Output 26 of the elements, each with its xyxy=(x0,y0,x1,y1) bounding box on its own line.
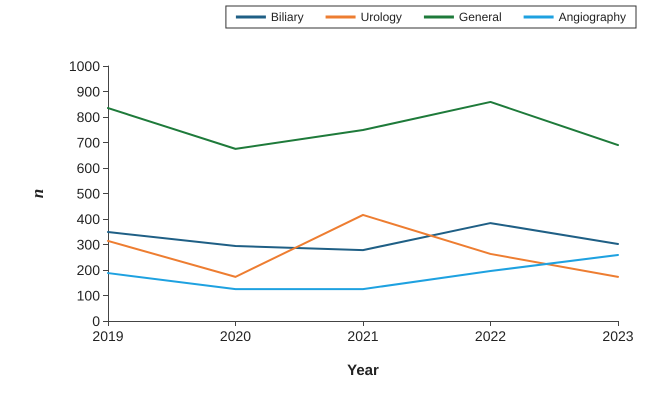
x-tick-label: 2020 xyxy=(220,328,252,344)
y-tick-label: 100 xyxy=(76,288,100,304)
legend-label: Urology xyxy=(360,10,402,24)
y-tick-label: 1000 xyxy=(68,58,100,74)
x-tick-label: 2021 xyxy=(347,328,379,344)
y-axis-title: n xyxy=(28,188,47,198)
legend-label: Biliary xyxy=(270,10,304,24)
line-series xyxy=(107,222,619,252)
y-tick-label: 300 xyxy=(76,236,100,252)
x-tick-label: 2023 xyxy=(602,328,634,344)
y-tick-label: 500 xyxy=(76,186,100,202)
line-series xyxy=(107,214,619,278)
legend-label: General xyxy=(458,10,502,24)
line-series xyxy=(107,254,619,290)
y-tick-label: 900 xyxy=(76,84,100,100)
y-tick-label: 200 xyxy=(76,262,100,278)
y-tick-label: 600 xyxy=(76,160,100,176)
y-tick-label: 800 xyxy=(76,109,100,125)
x-axis-title: Year xyxy=(347,362,380,379)
x-tick-label: 2019 xyxy=(92,328,124,344)
y-tick-label: 400 xyxy=(76,211,100,227)
legend-label: Angiography xyxy=(558,10,626,24)
x-tick-label: 2022 xyxy=(474,328,506,344)
y-tick-label: 0 xyxy=(92,313,100,329)
line-series xyxy=(107,100,619,150)
y-tick-label: 700 xyxy=(76,134,100,150)
